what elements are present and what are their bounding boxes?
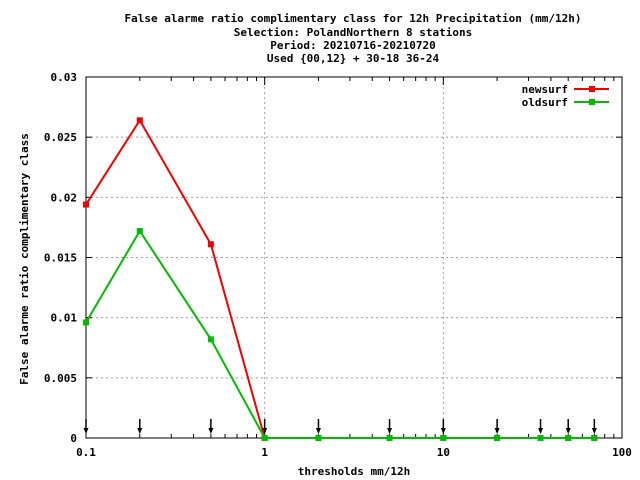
y-tick-label: 0.02	[51, 191, 78, 204]
data-point-oldsurf	[207, 336, 214, 343]
x-tick-label: 10	[437, 446, 450, 459]
threshold-marker-arrow	[440, 428, 446, 434]
threshold-marker-arrow	[315, 428, 321, 434]
threshold-marker-arrow	[494, 428, 500, 434]
legend-marker-newsurf	[589, 86, 595, 92]
threshold-marker-arrow	[591, 428, 597, 434]
threshold-markers	[83, 419, 597, 434]
threshold-marker-arrow	[538, 428, 544, 434]
threshold-marker-arrow	[137, 428, 143, 434]
title-line-3: Period: 20210716-20210720	[270, 39, 436, 52]
x-tick-label: 1	[261, 446, 268, 459]
legend-label-oldsurf: oldsurf	[522, 96, 568, 109]
threshold-marker-arrow	[262, 428, 268, 434]
x-axis-label: thresholds mm/12h	[298, 465, 411, 478]
legend-marker-oldsurf	[589, 99, 595, 105]
data-point-oldsurf	[136, 228, 143, 235]
data-point-oldsurf	[83, 319, 89, 326]
y-tick-label: 0.005	[44, 372, 77, 385]
series-line-newsurf	[85, 118, 595, 439]
data-point-oldsurf	[315, 435, 322, 441]
series-group	[83, 117, 598, 441]
data-point-newsurf	[83, 201, 89, 208]
title-line-2: Selection: PolandNorthern 8 stations	[234, 26, 472, 39]
x-tick-label: 100	[612, 446, 632, 459]
title-line-4: Used {00,12} + 30-18 36-24	[267, 52, 440, 65]
y-tick-label: 0.015	[44, 252, 77, 265]
threshold-marker-arrow	[387, 428, 393, 434]
data-point-oldsurf	[537, 435, 544, 441]
y-tick-label: 0.025	[44, 131, 77, 144]
data-point-newsurf	[136, 117, 143, 124]
y-axis-ticks: 0 0.005 0.01 0.015 0.02 0.025 0.03	[44, 71, 622, 445]
threshold-marker-arrow	[83, 428, 89, 434]
data-point-oldsurf	[591, 435, 598, 441]
threshold-marker-arrow	[208, 428, 214, 434]
x-axis-ticks: 0.1 1 10 100	[76, 77, 632, 459]
data-point-oldsurf	[565, 435, 572, 441]
y-tick-label: 0	[70, 432, 77, 445]
legend-label-newsurf: newsurf	[522, 83, 568, 96]
threshold-marker-arrow	[565, 428, 571, 434]
grid	[86, 77, 622, 438]
x-tick-label: 0.1	[76, 446, 96, 459]
data-point-oldsurf	[494, 435, 501, 441]
y-tick-label: 0.03	[51, 71, 78, 84]
y-tick-label: 0.01	[51, 312, 78, 325]
data-point-oldsurf	[261, 435, 268, 441]
chart-title: False alarme ratio complimentary class f…	[125, 12, 582, 65]
title-line-1: False alarme ratio complimentary class f…	[125, 12, 582, 25]
series-line-oldsurf	[85, 229, 595, 439]
data-point-oldsurf	[440, 435, 447, 441]
y-axis-label: False alarme ratio complimentary class	[18, 133, 31, 385]
data-point-newsurf	[207, 241, 214, 248]
data-point-oldsurf	[386, 435, 393, 441]
